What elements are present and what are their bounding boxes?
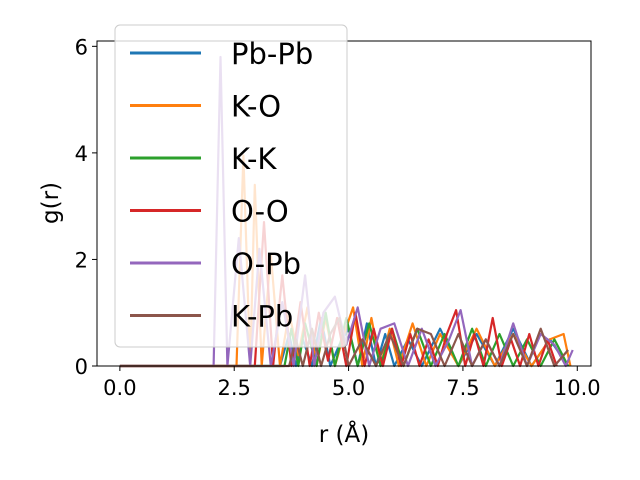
legend: Pb-Pb K-O K-K O-O O-Pb K-Pb bbox=[114, 24, 348, 348]
x-tick-label: 7.5 bbox=[446, 376, 479, 400]
legend-label: K-K bbox=[231, 142, 277, 176]
y-tick-label: 6 bbox=[75, 35, 88, 59]
x-tick-label: 5.0 bbox=[332, 376, 365, 400]
y-tick-label: 4 bbox=[75, 142, 88, 166]
legend-label: Pb-Pb bbox=[231, 37, 313, 71]
legend-label: K-Pb bbox=[231, 300, 293, 334]
legend-label: O-O bbox=[231, 195, 289, 229]
y-tick-label: 2 bbox=[75, 248, 88, 272]
x-tick-label: 0.0 bbox=[103, 376, 136, 400]
legend-label: O-Pb bbox=[231, 247, 301, 281]
y-axis-label: g(r) bbox=[38, 182, 64, 224]
y-tick-label: 0 bbox=[75, 355, 88, 379]
legend-label: K-O bbox=[231, 90, 281, 124]
x-axis: 0.0 2.5 5.0 7.5 10.0 bbox=[103, 366, 601, 400]
y-axis: 0 2 4 6 bbox=[75, 35, 97, 379]
x-tick-label: 2.5 bbox=[218, 376, 251, 400]
x-tick-label: 10.0 bbox=[554, 376, 601, 400]
x-axis-label: r (Å) bbox=[319, 420, 369, 448]
